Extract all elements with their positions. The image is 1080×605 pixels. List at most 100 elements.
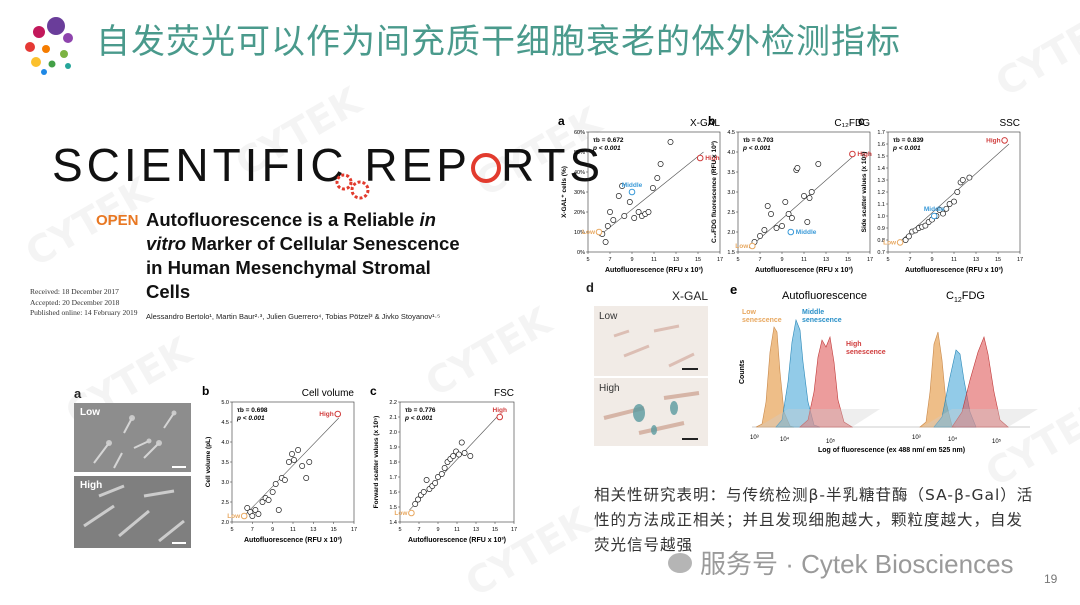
data-point	[467, 453, 474, 459]
x-tick-label: 17	[717, 257, 723, 263]
cell-volume-scatter-chart: b Cell volume 5 7 9 11 13 15 17 2.0 2.5 3.0 3.5 4.0 4.…	[202, 384, 357, 544]
y-tick-label: 4.0	[221, 440, 229, 446]
paper-title: Autofluorescence is a Reliable in vitro …	[146, 208, 466, 304]
x-tick-label: 13	[973, 257, 979, 263]
highlight-point	[749, 242, 756, 250]
y-tick-label: 1.7	[389, 475, 397, 481]
published-date: Published online: 14 February 2019	[30, 308, 138, 317]
x-tick-label: 9	[436, 527, 439, 533]
data-point	[306, 459, 313, 465]
middle-senescence-label-1: Middle	[802, 309, 824, 316]
data-point	[782, 199, 789, 205]
highlight-point	[787, 228, 795, 236]
data-point	[943, 205, 950, 212]
stain-panel-title: X-GAL	[672, 289, 709, 303]
x-tick-label: 5	[398, 527, 401, 533]
trend-line	[598, 151, 704, 237]
y-tick-label: 1.5	[727, 250, 735, 256]
paper-title-italic: in	[419, 209, 436, 230]
data-point	[249, 513, 256, 519]
high-senescence-label-2: senescence	[846, 349, 886, 356]
fsc-scatter-chart: c FSC 5 7 9 11 13 15 17 1.4 1.5 1.6 1.7 1.8 1.9 2.0 2.1 2…	[370, 384, 517, 544]
data-point	[420, 489, 427, 495]
x-tick-label: 5	[886, 257, 889, 263]
highlight-label: Low	[735, 243, 749, 250]
highlight-label: Middle	[622, 182, 643, 189]
x-tick-label: 7	[758, 257, 761, 263]
x-tick-label: 5	[586, 257, 589, 263]
data-point	[259, 499, 266, 505]
y-tick-label: 1.9	[389, 445, 397, 451]
journal-logo-left: SCIENTIFIC REP	[52, 139, 471, 191]
stat-tau: τb = 0.672	[593, 137, 624, 144]
y-tick-label: 1.7	[877, 130, 885, 136]
micrograph-panel-letter: a	[74, 386, 82, 401]
chart-title: SSC	[999, 118, 1020, 129]
data-point	[905, 233, 912, 240]
stain-low: Low	[594, 306, 708, 376]
data-point	[412, 501, 419, 507]
data-point	[604, 223, 611, 229]
footer-watermark: 服务号 · Cytek Biosciences	[668, 544, 1014, 581]
highlight-label: Middle	[796, 229, 817, 236]
highlight-label: High	[319, 411, 333, 418]
x-axis-label: Autofluorescence (RFU x 10³)	[905, 267, 1003, 274]
micrograph-low: Low	[74, 403, 191, 472]
histogram-tick: 10⁴	[948, 436, 958, 443]
histogram-title-c: C	[946, 290, 954, 302]
paper-title-part: in Human Mesenchymal Stromal	[146, 257, 431, 278]
data-point	[415, 496, 422, 503]
panel-letter: a	[558, 114, 565, 128]
micrograph-low-label: Low	[80, 407, 100, 418]
data-point	[244, 505, 251, 511]
histogram-tick: 10⁵	[992, 438, 1002, 445]
data-point	[808, 189, 815, 195]
x-tick-label: 15	[845, 257, 851, 263]
data-point	[607, 209, 613, 215]
data-point	[631, 215, 638, 221]
micrograph-high-label: High	[80, 480, 103, 491]
highlight-point	[896, 239, 904, 246]
y-tick-label: 4.5	[727, 130, 735, 136]
x-tick-label: 7	[908, 257, 911, 263]
data-point	[295, 447, 302, 453]
data-point	[902, 237, 909, 243]
conclusion-text: 相关性研究表明：与传统检测β-半乳糖苷酶（SA-β-Gal）活性的方法成正相关；…	[594, 486, 1034, 554]
x-axis-label: Autofluorescence (RFU x 10³)	[605, 267, 703, 274]
y-tick-label: 1.6	[877, 142, 885, 148]
low-senescence-label-1: Low	[742, 309, 757, 316]
highlight-label: Low	[582, 229, 596, 236]
x-tick-label: 7	[251, 527, 254, 533]
highlight-point	[240, 512, 248, 520]
y-tick-label: 20%	[574, 210, 585, 216]
x-tick-label: 13	[310, 527, 316, 533]
y-tick-label: 1.4	[877, 166, 885, 172]
chart-title: FSC	[494, 388, 514, 399]
paper-title-part: Cells	[146, 281, 191, 302]
stat-tau: τb = 0.839	[893, 137, 924, 144]
fluorescence-histograms: e Autofluorescence C12FDG Counts 10³ 10⁴…	[730, 282, 1038, 454]
stain-texture-icon	[613, 324, 698, 370]
chart-title: Cell volume	[302, 388, 355, 399]
highlight-point	[595, 228, 603, 236]
highlight-label: High	[493, 407, 507, 414]
low-senescence-label-2: senescence	[742, 317, 782, 324]
data-point	[951, 198, 957, 205]
data-point	[657, 161, 664, 167]
histogram-panel-letter: e	[730, 282, 737, 297]
low-senescence-label: Low senescence	[742, 309, 782, 324]
x-tick-label: 13	[473, 527, 479, 533]
micrograph-high: High	[74, 476, 191, 548]
x-tick-label: 11	[951, 257, 957, 263]
watermark: CYTEK	[988, 0, 1080, 105]
stat-p: p < 0.001	[892, 145, 921, 152]
y-tick-label: 2.0	[727, 230, 735, 236]
data-point	[788, 215, 795, 221]
high-senescence-label: High senescence	[846, 341, 886, 356]
data-point	[940, 210, 946, 217]
data-point	[635, 209, 642, 215]
data-point	[455, 451, 462, 458]
slide-title: 自发荧光可以作为间充质干细胞衰老的体外检测指标	[96, 22, 901, 62]
data-point	[785, 211, 792, 217]
x-tick-label: 11	[801, 257, 807, 263]
